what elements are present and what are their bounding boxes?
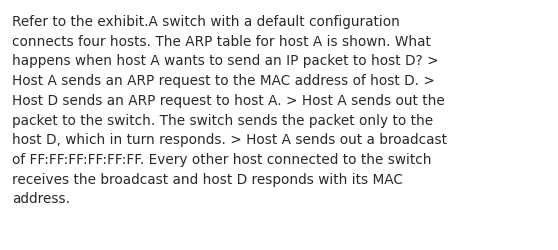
Text: Refer to the exhibit.A switch with a default configuration
connects four hosts. : Refer to the exhibit.A switch with a def… (12, 15, 447, 206)
